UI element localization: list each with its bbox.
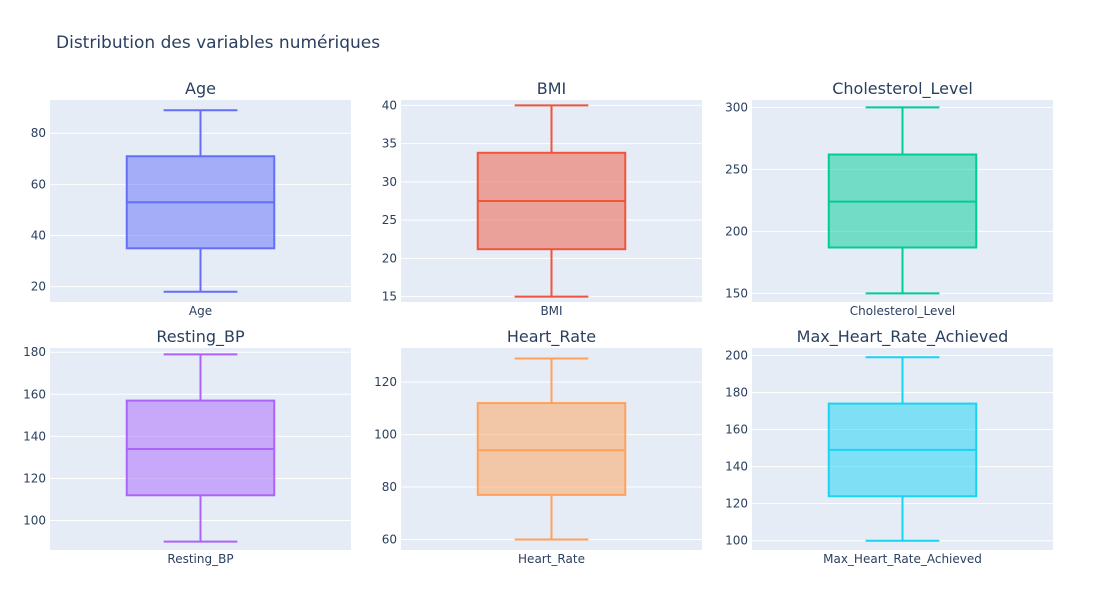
x-tick-label: Age [189, 304, 212, 318]
y-tick-label: 25 [382, 213, 397, 227]
y-tick-label: 200 [725, 348, 748, 362]
subplot-title: Max_Heart_Rate_Achieved [797, 327, 1009, 347]
y-tick-label: 30 [382, 175, 397, 189]
subplot-title: Resting_BP [156, 327, 245, 347]
x-tick-label: BMI [540, 304, 562, 318]
y-tick-label: 60 [31, 177, 46, 191]
y-tick-label: 200 [725, 224, 748, 238]
y-tick-label: 160 [725, 423, 748, 437]
y-tick-label: 140 [725, 460, 748, 474]
y-tick-label: 140 [23, 429, 46, 443]
subplot-3: 150 200 250 300 Cholesterol_Level Cholesterol… [725, 79, 1053, 318]
subplot-title: BMI [537, 79, 567, 98]
y-tick-label: 120 [374, 375, 397, 389]
y-tick-label: 15 [382, 290, 397, 304]
y-tick-label: 150 [725, 286, 748, 300]
subplot-title: Age [185, 79, 216, 98]
y-tick-label: 100 [374, 428, 397, 442]
subplot-title: Cholesterol_Level [832, 79, 973, 99]
y-tick-label: 80 [382, 480, 397, 494]
y-tick-label: 100 [23, 514, 46, 528]
x-tick-label: Heart_Rate [518, 552, 585, 566]
subplot-title: Heart_Rate [507, 327, 596, 347]
y-tick-label: 180 [23, 345, 46, 359]
y-tick-label: 100 [725, 534, 748, 548]
y-tick-label: 60 [382, 533, 397, 547]
y-tick-label: 180 [725, 385, 748, 399]
y-tick-label: 300 [725, 100, 748, 114]
iqr-box [476, 402, 627, 496]
y-tick-label: 120 [725, 497, 748, 511]
subplot-5: 60 80 100 120 Heart_Rate Heart_Rate [374, 327, 702, 566]
subplot-2: 15 20 25 30 35 40 BMI BMI [382, 79, 702, 318]
subplot-6: 100 120 140 160 180 200 Max_Heart_Rate_Achieve… [725, 327, 1053, 566]
y-tick-label: 40 [382, 98, 397, 112]
y-tick-label: 160 [23, 387, 46, 401]
chart-title: Distribution des variables numériques [56, 33, 381, 53]
iqr-box [125, 399, 276, 497]
y-tick-label: 20 [31, 280, 46, 294]
y-tick-label: 120 [23, 471, 46, 485]
subplot-4: 100 120 140 160 180 Resting_BP Resting_BP [23, 327, 351, 566]
y-tick-label: 250 [725, 162, 748, 176]
x-tick-label: Cholesterol_Level [850, 304, 955, 318]
y-tick-label: 80 [31, 126, 46, 140]
x-tick-label: Max_Heart_Rate_Achieved [823, 552, 982, 566]
y-tick-label: 35 [382, 137, 397, 151]
y-tick-label: 20 [382, 251, 397, 265]
subplot-1: 20 40 60 80 Age Age [31, 79, 351, 318]
y-tick-label: 40 [31, 229, 46, 243]
x-tick-label: Resting_BP [167, 552, 233, 566]
